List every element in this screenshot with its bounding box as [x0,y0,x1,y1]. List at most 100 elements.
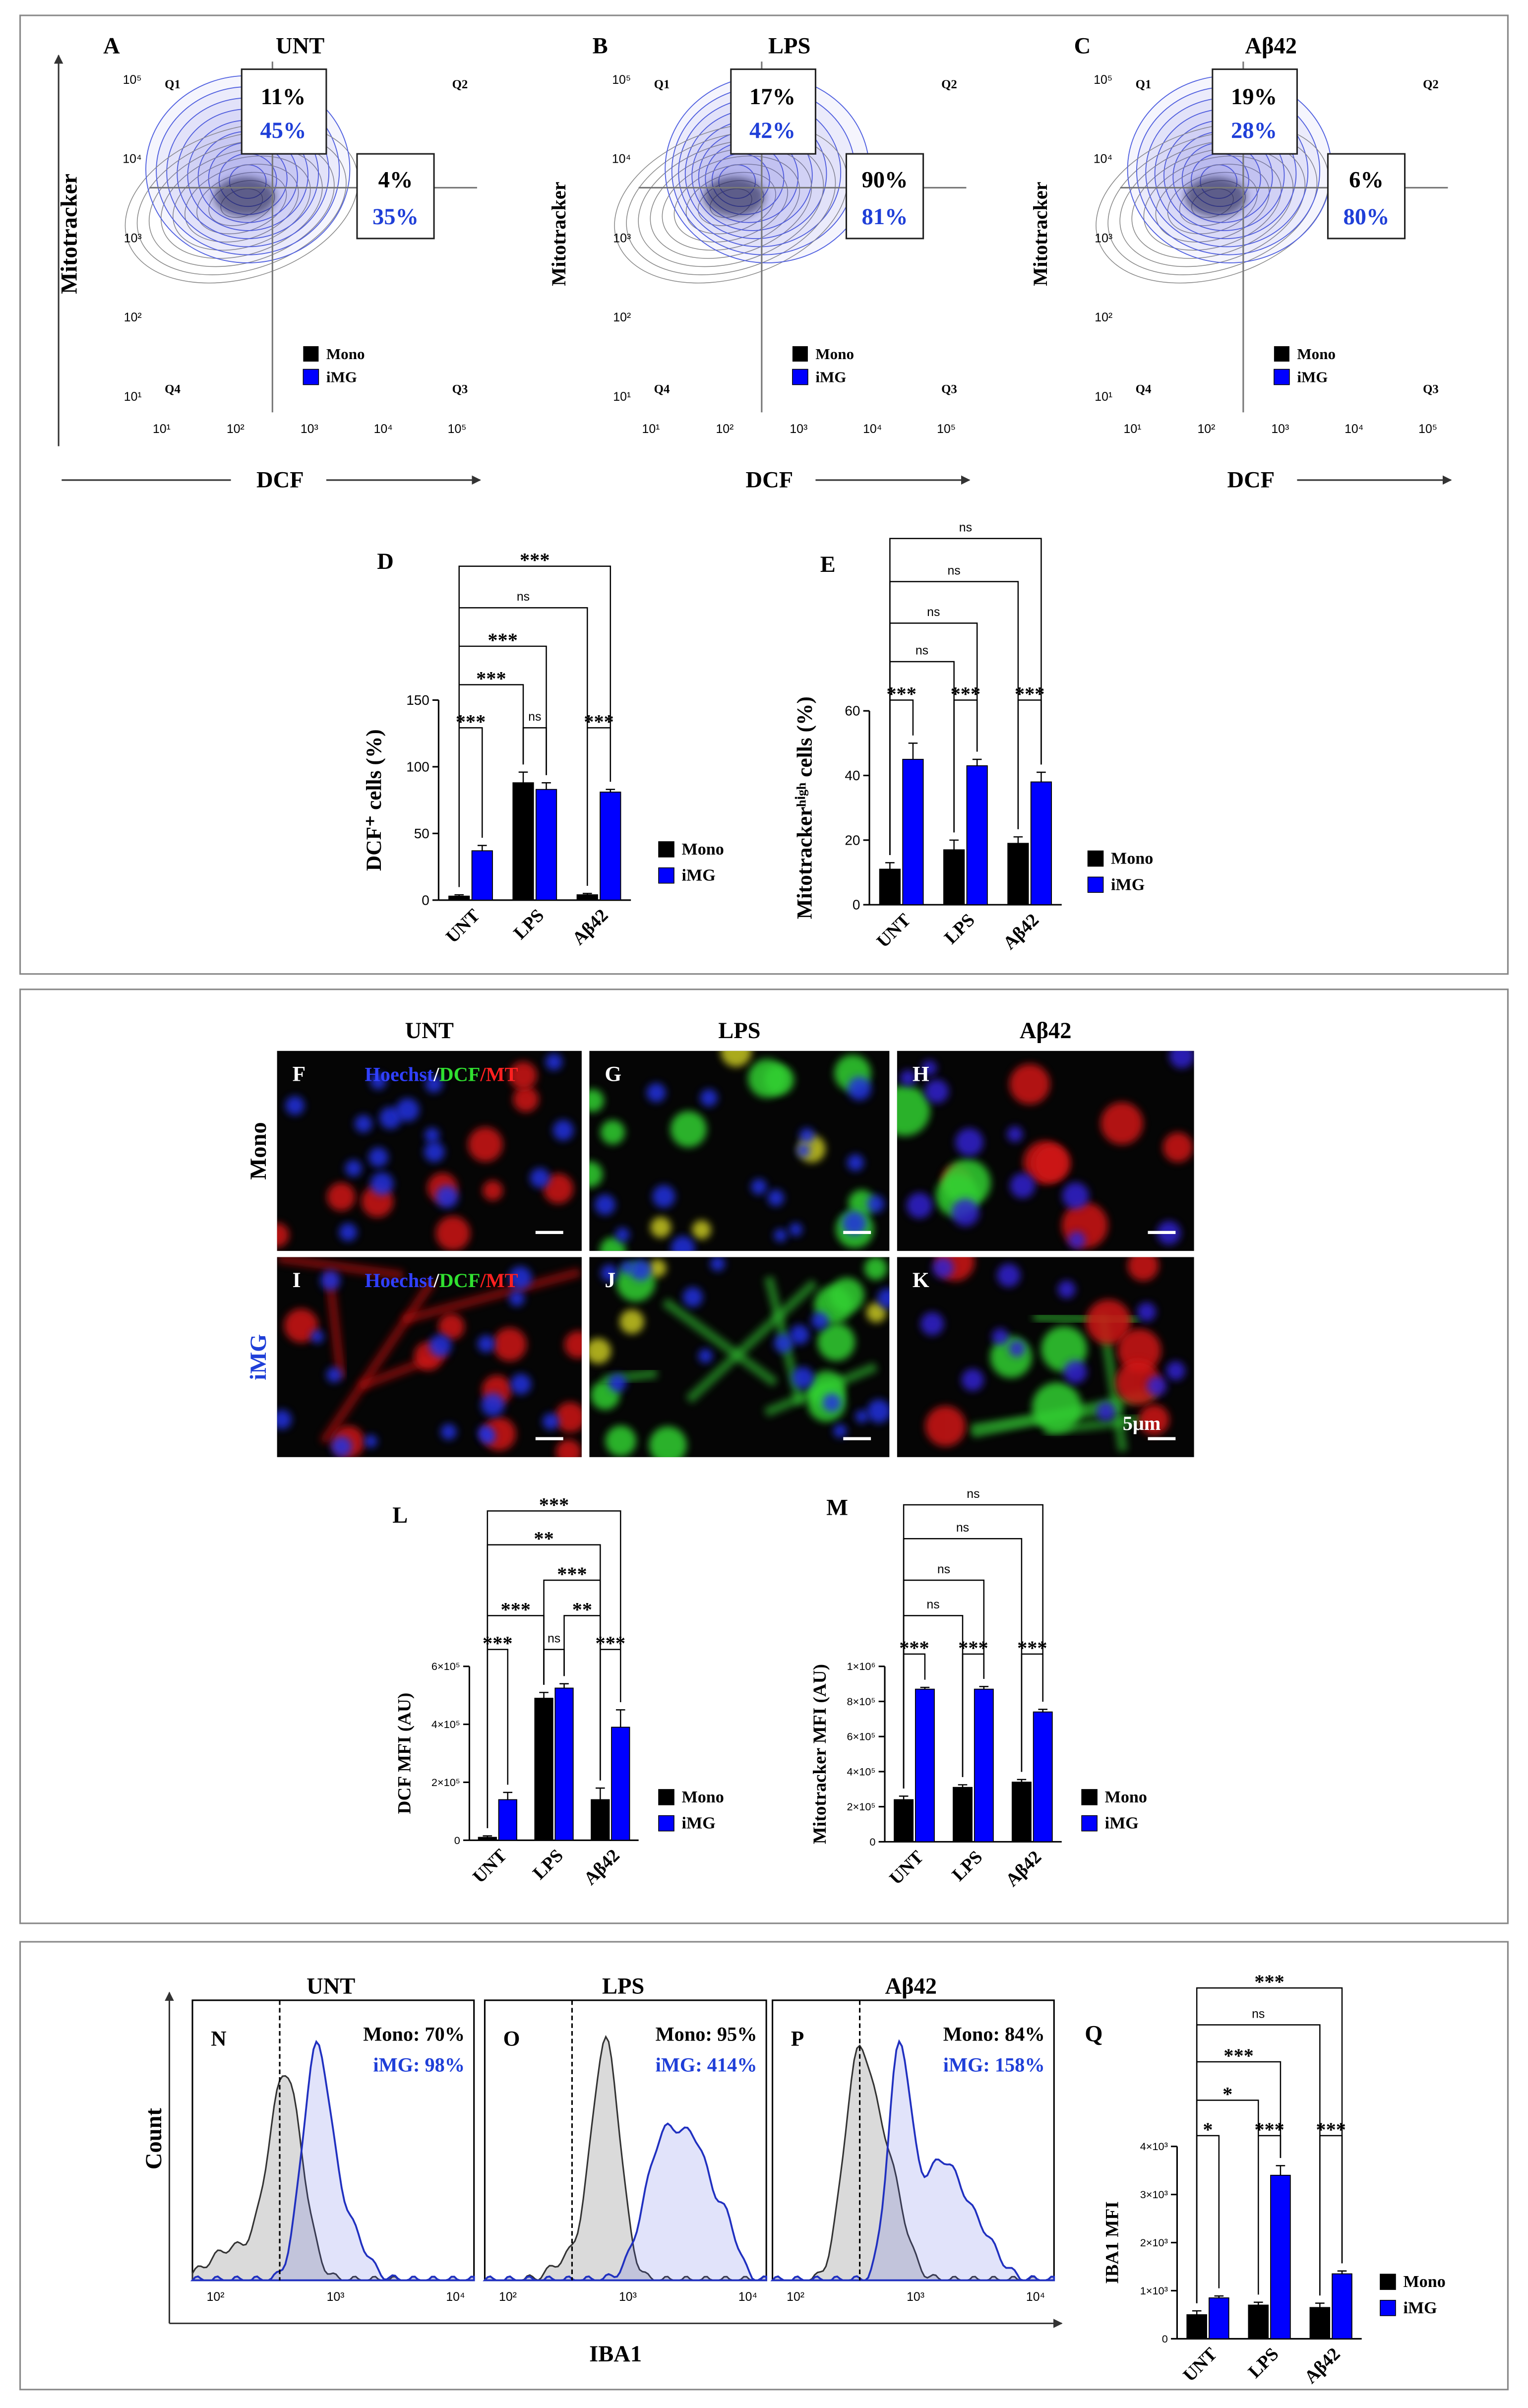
cell [650,1217,672,1238]
y-tick-label: 0 [422,892,429,908]
panel-letter: B [593,34,608,59]
panel-letter: Q [1085,2022,1102,2047]
cell [619,1309,644,1334]
cell [1063,1360,1087,1384]
x-axis-label: DCF [746,467,794,493]
cell [510,1373,532,1395]
panel-letter: D [377,549,394,574]
significance-label: *** [1017,1637,1047,1659]
error-bar [1038,1709,1048,1712]
legend-swatch [1081,1815,1098,1832]
cell [355,1115,372,1133]
significance-label: *** [1015,683,1044,705]
error-bar [1017,1779,1027,1783]
cell-process [662,1297,778,1387]
cell [789,1223,802,1236]
significance-bracket [1196,2135,1220,2303]
panel-letter: A [103,34,120,59]
panel-letter: M [826,1495,848,1521]
x-axis-label: IBA1 [589,2342,642,2367]
cell [855,1410,868,1423]
legend-swatch [303,346,319,362]
mono-percent: Mono: 84% [943,2023,1045,2045]
cell [483,1180,503,1201]
panel-letter: P [791,2027,804,2050]
bar [498,1799,517,1841]
error-bar [972,758,982,766]
cell [867,1399,890,1423]
significance-bracket [458,565,611,887]
cell [589,1161,603,1187]
y-tick-label: 4×10⁵ [431,1718,460,1730]
significance-label: ns [959,521,972,535]
legend-swatch [1380,2274,1396,2290]
y-tick-label: 10¹ [613,390,631,404]
cell [866,1195,885,1213]
cell [700,1089,718,1107]
bar [902,759,924,906]
y-tick-label: 50 [414,826,429,841]
cell [847,1154,864,1172]
cell [1068,1231,1086,1249]
stain-name: /MT [480,1269,518,1292]
section-frame [19,1941,1509,2391]
bar [1030,781,1052,906]
cell [440,1423,457,1440]
quadrant-box [1327,153,1406,240]
error-bar [483,1835,492,1838]
cell [1115,1360,1161,1405]
cell [468,1127,503,1162]
panel-letter: E [820,552,836,577]
cell [1007,1126,1023,1142]
cell [790,1325,809,1345]
cell [897,1085,930,1136]
cell-process [402,1267,581,1325]
significance-label: *** [539,1493,569,1516]
y-axis-label: DCF⁺ cells (%) [362,729,386,871]
quadrant-box [241,68,327,155]
micrograph-content [589,1257,890,1457]
y-tick-label: 10⁵ [612,73,631,87]
bar [1186,2314,1207,2340]
cell [1139,1404,1169,1435]
cell [364,1434,377,1448]
panel-title: Aβ42 [1245,34,1297,59]
cell [877,1288,890,1308]
cell [595,1194,615,1215]
section-frame [19,14,1509,975]
legend-label: Mono [815,345,854,363]
error-bar [1276,2165,1285,2175]
significance-label: *** [1223,2044,1253,2067]
error-bar [1337,2270,1347,2274]
panel-title: UNT [276,34,324,59]
cell [1010,1173,1036,1198]
cell [331,1436,352,1457]
mono-percent: Mono: 70% [363,2023,465,2045]
bar [1332,2273,1352,2340]
x-tick-label: 10² [499,2290,517,2304]
bar [478,1837,497,1841]
column-title: Aβ42 [1020,1018,1072,1044]
cell [424,1141,445,1163]
cell [1009,1063,1050,1105]
cell [710,1257,725,1271]
cell [1117,1329,1161,1372]
legend-swatch [1081,1789,1098,1805]
significance-label: *** [1254,1971,1284,1993]
legend-label: iMG [1403,2299,1437,2317]
panel-letter: O [503,2027,520,2050]
cell [605,1425,636,1457]
gray-contour [1143,155,1282,251]
bar [534,1698,553,1841]
mono-histogram [771,2044,1055,2282]
gray-contour [160,147,323,259]
column-title: LPS [718,1018,760,1044]
y-tick-label: 10¹ [1095,390,1112,404]
contour-core [214,177,276,217]
cell [327,1182,356,1211]
cell [1100,1102,1144,1145]
error-bar [582,893,592,895]
significance-label: *** [1254,2118,1284,2141]
cell [509,1291,525,1306]
y-axis-label: Mitotracker [548,182,570,286]
